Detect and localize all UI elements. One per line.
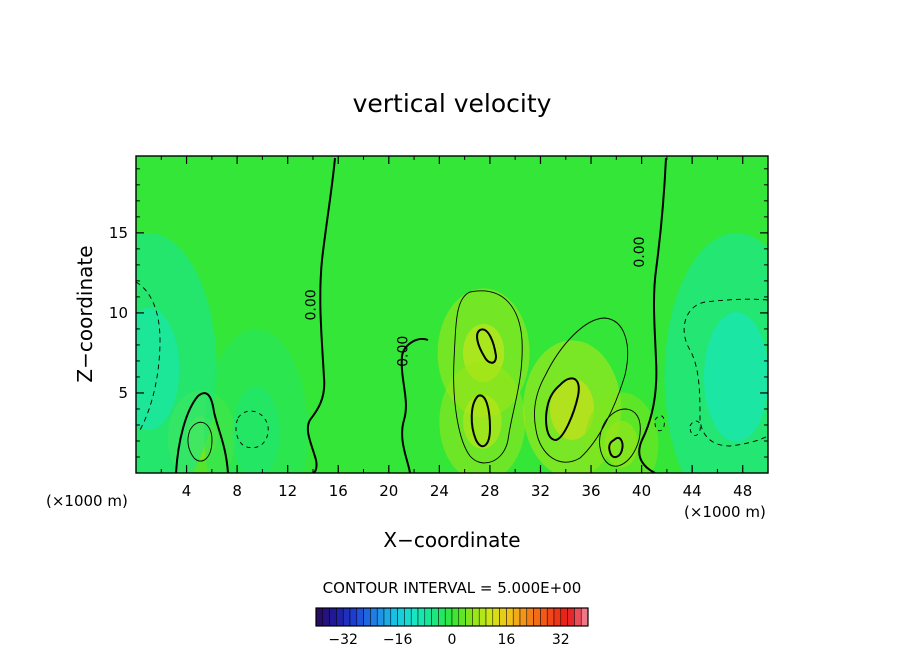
colorbar-frame [315,607,589,627]
contour-label-group: 0.00 0.00 0.00 [303,236,648,366]
y-tick-label-2: 15 [109,224,128,242]
zero-contour-sw [175,392,229,473]
contour-interval-text: CONTOUR INTERVAL = 5.000E+00 [323,579,582,597]
colorbar-cell [553,607,562,627]
downdraft-east [689,420,701,436]
x-tick-label-6: 28 [480,482,499,500]
colorbar-cell [478,607,487,627]
colorbar-cell [349,607,358,627]
colorbar-cell [336,607,344,627]
colorbar-cell [376,607,385,627]
contour-label-0: 0.00 [303,289,319,320]
y-tick-label-1: 10 [109,304,128,322]
x-tick-label-2: 12 [278,482,297,500]
zero-contour-mid [400,338,429,473]
colorbar-cell [431,607,439,627]
colorbar-cell [390,607,398,627]
colorbar-cell [533,607,541,627]
updraft-outline-5 [187,421,213,462]
colorbar-cell [512,607,521,627]
downdraft-core-6 [704,312,768,442]
colorbar-cell [506,607,514,627]
colorbar-cell [438,607,446,627]
colorbar-cell [519,607,528,627]
colorbar-cell [492,607,500,627]
colorbar-cell [410,607,419,627]
x-tick-label-11: 48 [733,482,752,500]
colorbar-cell [417,607,426,627]
colorbar-cell [315,607,324,627]
updraft-core-1 [462,394,502,449]
contour-lines [136,157,768,473]
zero-contour-left [306,157,336,473]
downdraft-left-small [235,410,269,449]
updraft-outline-38 [599,408,641,467]
x-tick-label-5: 24 [430,482,449,500]
zero-contour-right [638,157,667,473]
colorbar-cell [485,607,494,627]
colorbar-cell [329,607,337,627]
colorbar: −32 −16 0 16 32 [315,607,589,648]
x-unit-label-right: (×1000 m) [684,503,766,521]
colorbar-cell [444,607,453,627]
x-tick-label-8: 36 [581,482,600,500]
colorbar-cell [363,607,371,627]
x-unit-label-left: (×1000 m) [46,492,128,510]
x-tick-label-7: 32 [531,482,550,500]
colorbar-cell [499,607,507,627]
colorbar-tick-label-0: −32 [328,632,358,648]
contour-label-1: 0.00 [396,336,412,367]
contour-label-2: 0.00 [632,236,648,267]
colorbar-cell [546,607,555,627]
colorbar-cell [370,607,378,627]
y-tick-label-0: 5 [118,384,128,402]
colorbar-cell [567,607,575,627]
downdraft-left [136,281,161,431]
colorbar-tick-label-2: 0 [448,632,457,648]
x-tick-label-10: 44 [683,482,702,500]
colorbar-cell [574,607,582,627]
colorbar-tick-label-1: −16 [383,632,413,648]
colorbar-cell [397,607,405,627]
updraft-outline-28 [453,290,523,464]
x-axis-label: X−coordinate [383,528,520,552]
x-tick-label-9: 40 [632,482,651,500]
x-tick-label-0: 4 [182,482,192,500]
colorbar-cell [580,607,589,627]
colorbar-cell [404,607,412,627]
x-tick-label-4: 20 [379,482,398,500]
updraft-core-38 [608,436,624,458]
chart-title: vertical velocity [353,89,552,118]
colorbar-cell [342,607,351,627]
colorbar-cell [560,607,568,627]
colorbar-cell [526,607,534,627]
colorbar-cell [424,607,432,627]
x-tick-label-1: 8 [232,482,242,500]
updraft-outline-34 [534,317,629,463]
downdraft-core-5 [136,307,180,431]
updraft-core-28b [470,394,492,448]
updraft-core-28a [476,328,498,364]
colorbar-tick-label-3: 16 [497,632,515,648]
colorbar-tick-label-4: 32 [552,632,570,648]
y-axis-label: Z−coordinate [73,245,97,382]
colorbar-cell [458,607,466,627]
updraft-core-2 [550,378,595,440]
plot-frame [135,155,769,474]
downdraft-near-40 [654,415,665,432]
colorbar-cell [540,607,548,627]
updraft-core-34 [545,377,580,442]
colorbar-cell [322,607,330,627]
colorbar-cell [356,607,364,627]
downdraft-core-7 [232,386,280,473]
colorbar-cell [472,607,480,627]
colorbar-cell [465,607,473,627]
colorbar-cell [451,607,460,627]
x-tick-label-3: 16 [329,482,348,500]
colorbar-cell [383,607,392,627]
velocity-field [136,156,768,473]
